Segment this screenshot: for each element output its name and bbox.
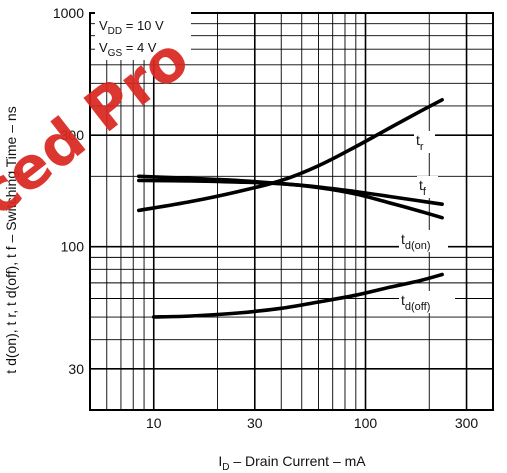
curve-label-bg	[414, 131, 435, 153]
y-tick-label: 30	[68, 361, 84, 377]
y-tick-label: 300	[61, 127, 85, 143]
tick-labels: 10 30 100 300 30 100 300 1000	[53, 5, 479, 431]
curve-label-bg	[399, 230, 448, 252]
curve-label-t-r: tr	[416, 132, 424, 153]
curve-t-d-on	[137, 178, 444, 220]
condition-vgs: VGS = 4 V	[99, 40, 157, 59]
x-axis-title: ID – Drain Current – mA	[218, 453, 366, 473]
condition-vdd: VDD = 10 V	[99, 18, 164, 37]
curve-label-bg	[417, 176, 438, 198]
x-tick-label: 30	[247, 415, 263, 431]
curve-label-t-f: tf	[419, 177, 427, 198]
curve-label-t-d-on: td(on)	[401, 231, 431, 252]
x-tick-label: 10	[146, 415, 162, 431]
plot-frame	[89, 12, 494, 411]
curves	[137, 98, 444, 319]
y-tick-label: 1000	[53, 5, 84, 21]
x-tick-label: 100	[354, 415, 378, 431]
y-tick-label: 100	[61, 239, 85, 255]
y-axis-title: t d(on), t r, t d(off), t f – Switching …	[3, 106, 19, 373]
curve-label-t-d-off: td(off)	[401, 292, 430, 313]
test-conditions: VDD = 10 V VGS = 4 V	[95, 12, 191, 60]
curve-labels: tr tf td(on) td(off)	[399, 131, 455, 313]
curve-t-d-off	[151, 272, 444, 319]
curve-t-r	[137, 98, 444, 213]
x-tick-label: 300	[455, 415, 479, 431]
curve-label-bg	[399, 291, 455, 313]
